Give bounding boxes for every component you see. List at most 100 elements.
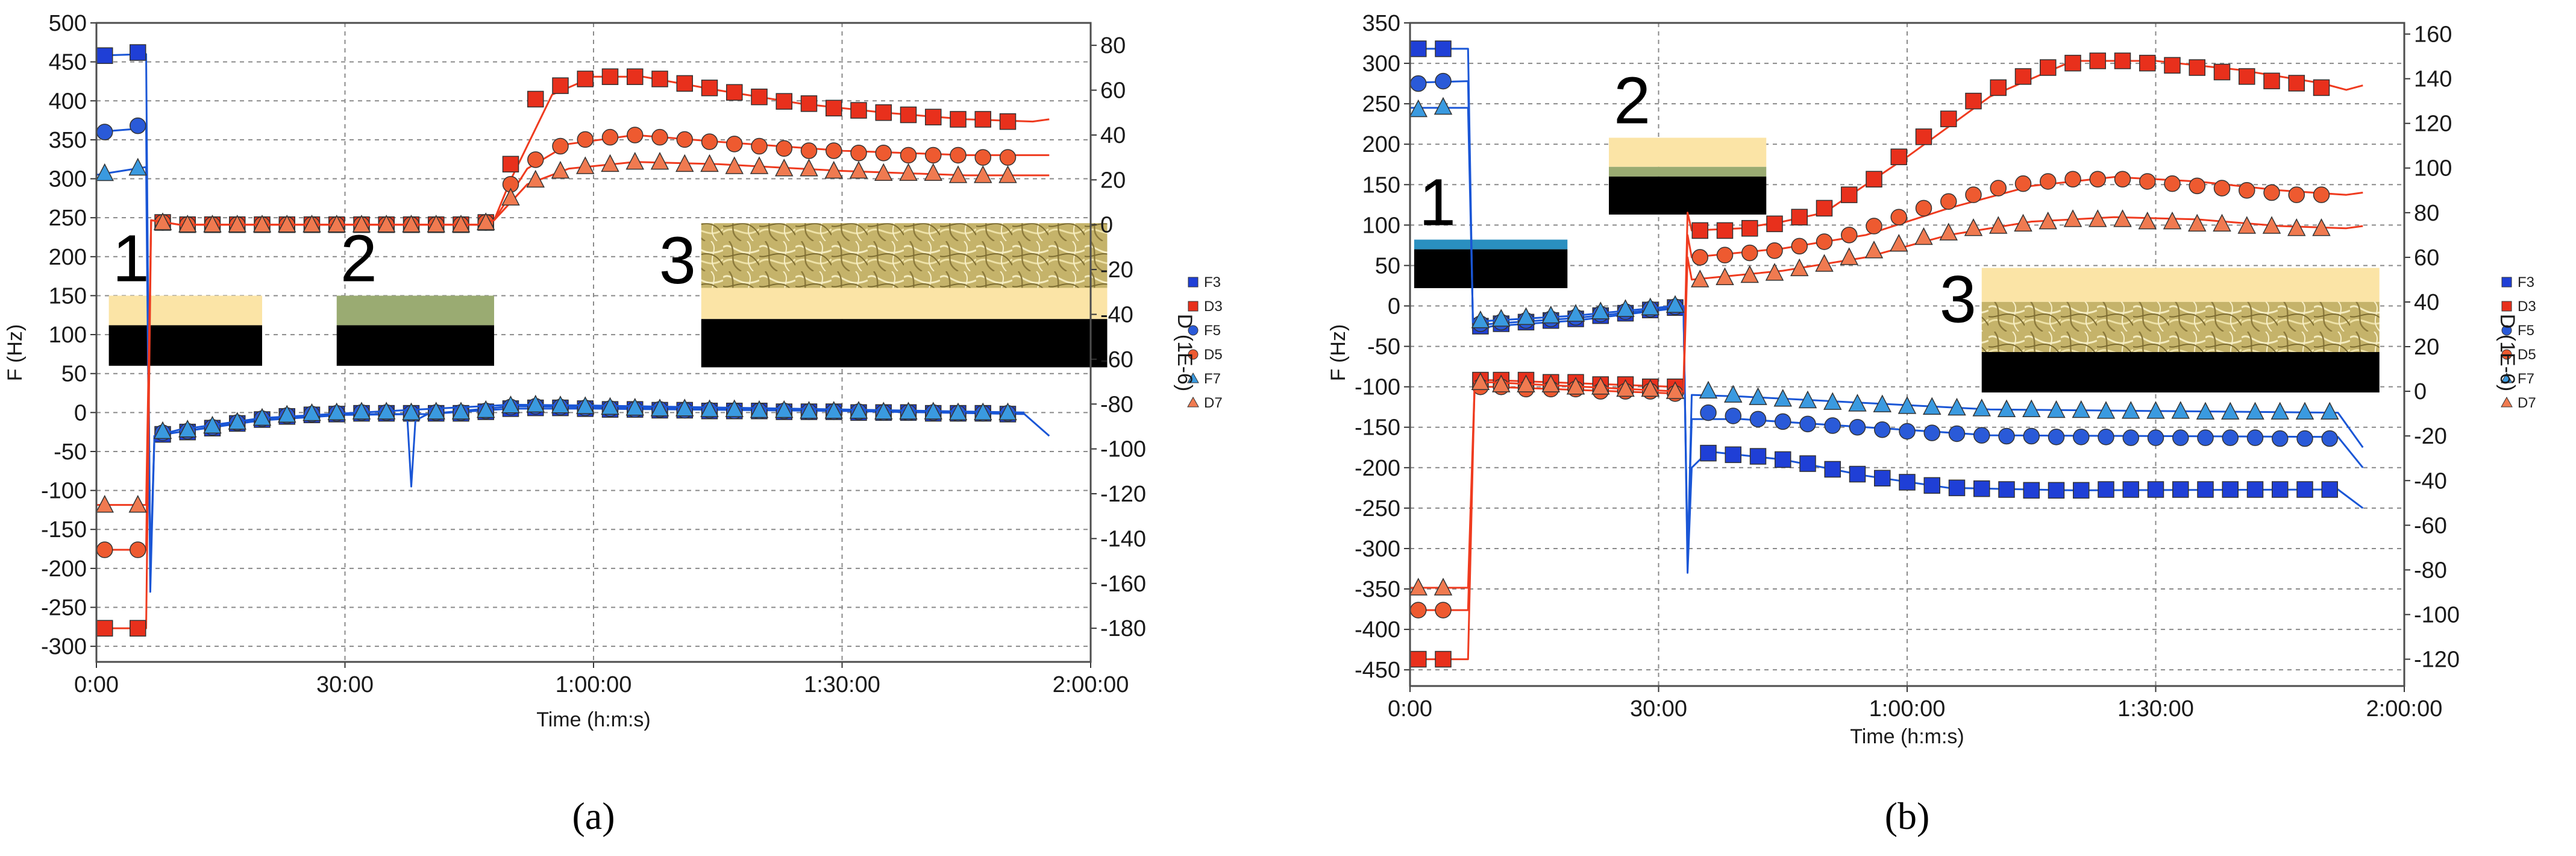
- panel-b-point-f3: [2246, 481, 2264, 498]
- panel-a-point-f7: [824, 401, 843, 419]
- panel-b-y-left-tick-label: -150: [1355, 415, 1400, 441]
- panel-a-point-f7: [974, 402, 992, 421]
- panel-b-point-d5: [1435, 602, 1452, 618]
- panel-b-point-d7: [2113, 209, 2132, 227]
- panel-b-point-f3: [1849, 465, 1866, 483]
- panel-b-point-d3: [2064, 54, 2081, 72]
- panel-b-legend-symbol-f5: [2501, 325, 2512, 336]
- panel-b-y-right-tick-label: 60: [2414, 245, 2439, 271]
- panel-a-y-left-tick-label: -200: [41, 556, 87, 582]
- panel-b-point-d5: [1741, 244, 1758, 262]
- panel-a-point-f7: [451, 401, 471, 420]
- panel-a-point-d7: [327, 215, 346, 233]
- panel-b-point-d5: [2313, 186, 2330, 203]
- panel-a-point-d5: [726, 136, 743, 153]
- panel-b-x-tick-label: 1:30:00: [2117, 696, 2194, 722]
- panel-b-point-d3: [2213, 63, 2231, 81]
- panel-b-point-f3: [2147, 481, 2164, 498]
- panel-b-point-d7: [1591, 377, 1610, 395]
- panel-a-legend-symbol-f5: [1188, 325, 1199, 336]
- panel-a-point-f7: [153, 421, 172, 439]
- panel-b-point-f7: [1666, 295, 1685, 313]
- panel-a-point-f7: [601, 397, 619, 415]
- panel-a-point-d7: [451, 215, 471, 233]
- panel-a-point-d7: [775, 159, 794, 177]
- panel-a-y-right-tick-label: 80: [1100, 33, 1126, 58]
- panel-a-legend-label: D7: [1204, 395, 1223, 411]
- panel-a-point-d5: [601, 128, 619, 146]
- panel-b-point-d7: [1914, 227, 1933, 245]
- panel-a-point-f7: [228, 412, 246, 430]
- panel-a-point-d3: [925, 109, 942, 125]
- panel-a-schematic-layer-fiber-tone: [701, 223, 1108, 288]
- panel-b-legend-symbol-d5: [2501, 349, 2512, 360]
- panel-a-point-d7: [377, 215, 396, 233]
- panel-b-point-f7: [1948, 397, 1966, 416]
- panel-b-point-d7: [2138, 212, 2157, 230]
- panel-b-point-f7: [1566, 304, 1585, 322]
- panel-a-point-d3: [900, 106, 917, 124]
- panel-a-y-right-tick-label: -20: [1100, 257, 1133, 283]
- panel-b-point-f5: [1899, 423, 1916, 440]
- panel-b-point-f7: [2122, 401, 2140, 419]
- panel-b-point-d3: [1741, 219, 1758, 237]
- panel-b-point-f7: [2270, 401, 2289, 420]
- panel-b-point-f5: [2197, 429, 2214, 446]
- panel-a-point-d3: [577, 71, 594, 87]
- panel-b-point-f5: [1749, 411, 1767, 428]
- panel-b-point-d3: [1841, 186, 1858, 203]
- panel-a-legend-symbol-d7: [1187, 396, 1199, 408]
- panel-b-y-left-tick-label: -400: [1355, 617, 1400, 643]
- panel-b-point-f3: [2222, 481, 2239, 498]
- panel-a-point-d3: [676, 75, 693, 92]
- panel-b-point-f7: [2096, 401, 2116, 419]
- panel-b-point-f7: [2196, 401, 2215, 420]
- panel-a-point-f7: [278, 404, 296, 423]
- panel-b-step-label: 3: [1940, 262, 1976, 336]
- panel-b-point-d3: [2288, 75, 2305, 92]
- panel-a-caption: (a): [572, 795, 615, 837]
- panel-a-point-d7: [824, 160, 843, 179]
- panel-b-y-left-tick-label: -100: [1355, 375, 1400, 400]
- panel-b-point-d3: [1915, 128, 1932, 145]
- panel-b-point-f3: [1824, 461, 1841, 478]
- panel-a-y-left-tick-label: -250: [41, 596, 87, 621]
- panel-a-y-right-tick-label: 0: [1100, 213, 1113, 238]
- panel-a-series: [95, 44, 1050, 637]
- panel-b-point-f5: [1998, 427, 2015, 445]
- panel-a-point-d7: [650, 151, 669, 170]
- panel-b-point-d3: [2139, 54, 2156, 72]
- panel-b-legend-symbol-f3: [2501, 277, 2512, 288]
- panel-b-point-d5: [2089, 171, 2106, 188]
- panel-a-point-d5: [527, 151, 544, 168]
- panel-b-schematic-layer-layer-yellow: [1609, 137, 1767, 167]
- panel-a-point-f7: [526, 394, 545, 413]
- panel-b-point-d5: [2189, 177, 2205, 195]
- panel-b-point-f5: [2122, 429, 2139, 446]
- panel-a-y-right-tick-label: -40: [1100, 303, 1133, 328]
- panel-b-point-f5: [1725, 408, 1741, 424]
- panel-b-point-d7: [2287, 218, 2306, 236]
- panel-a-schematic-layer-sample-base: [336, 325, 494, 366]
- panel-a-legend-symbol-f7: [1187, 372, 1199, 383]
- panel-b-point-d5: [1866, 218, 1882, 234]
- panel-b-point-d7: [2039, 212, 2057, 230]
- panel-b-point-d3: [1435, 650, 1452, 668]
- panel-b-y-right-tick-label: 0: [2414, 379, 2427, 404]
- panel-b-point-d3: [1691, 222, 1708, 239]
- panel-b-point-f7: [1724, 385, 1743, 403]
- panel-b-y-left-tick-label: 300: [1362, 51, 1400, 77]
- panel-b-point-d3: [1410, 650, 1427, 668]
- panel-b-point-f5: [1775, 413, 1791, 430]
- panel-a-point-d7: [128, 495, 147, 513]
- panel-a-point-d7: [750, 156, 769, 174]
- panel-b-point-f3: [2296, 481, 2313, 498]
- panel-b-point-d5: [1766, 242, 1783, 259]
- panel-a-point-d5: [875, 144, 892, 162]
- panel-b-y-right-tick-label: -40: [2414, 468, 2447, 494]
- panel-b-point-d7: [1666, 381, 1685, 399]
- panel-a-y-left-tick-label: 500: [49, 11, 87, 36]
- panel-b-point-f7: [2171, 401, 2190, 419]
- panel-a-point-f7: [775, 400, 794, 418]
- panel-a-x-tick-label: 1:30:00: [804, 672, 880, 697]
